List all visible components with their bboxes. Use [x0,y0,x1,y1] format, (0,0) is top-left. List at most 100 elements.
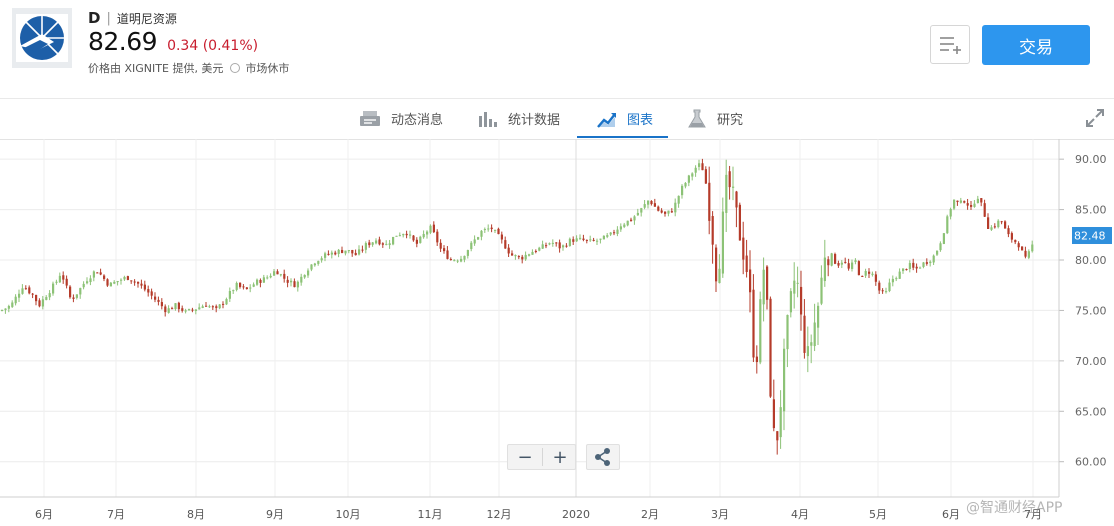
candle-body [473,239,476,244]
candle-body [157,299,160,302]
candle-body [38,300,41,307]
candle-body [290,280,293,283]
candle-body [480,230,483,237]
candle-body [779,407,782,438]
candle-body [497,228,500,235]
candle-body [528,254,531,256]
candle-body [283,273,286,279]
add-to-watchlist-button[interactable] [930,25,970,64]
candle-body [776,431,779,441]
candle-body [851,262,854,269]
candle-body [14,296,17,304]
candle-body [147,289,150,293]
tab-news[interactable]: 动态消息 [359,99,443,138]
fullscreen-button[interactable] [1086,109,1104,131]
candle-body [181,308,184,311]
x-tick-label: 11月 [418,508,443,521]
candle-body [704,169,707,184]
candle-body [361,249,364,251]
candle-body [463,255,466,260]
candle-body [568,238,571,247]
candle-body [300,276,303,283]
stock-header: D | 道明尼资源 82.69 0.34 (0.41%) 价格由 XIGNITE… [0,0,1114,99]
candle-body [939,243,942,251]
zoom-in-button[interactable]: + [552,446,568,468]
candle-body [980,198,983,203]
candle-body [891,278,894,283]
candle-body [664,211,667,214]
candle-body [1004,221,1007,229]
candle-body [653,203,656,207]
candle-body [511,253,514,256]
candle-body [256,279,259,285]
candle-body [65,278,68,286]
candle-body [324,253,327,258]
candle-body [898,271,901,279]
candle-body [31,293,34,295]
candle-body [371,242,374,245]
tab-research[interactable]: 研究 [687,99,743,138]
candle-body [242,286,245,288]
candle-body [307,270,310,276]
candle-body [1021,246,1024,251]
candle-body [198,307,201,310]
candle-body [341,249,344,253]
candle-body [436,231,439,243]
tab-chart-label: 图表 [627,113,654,128]
candle-body [432,224,435,233]
candle-body [378,239,381,245]
candle-body [908,263,911,270]
last-price-tag [1072,227,1112,245]
candle-body [1031,244,1034,252]
candle-body [616,229,619,234]
candle-body [222,303,225,305]
candle-body [1010,233,1013,240]
candle-body [517,256,520,258]
candle-body [52,283,55,294]
candle-body [936,250,939,255]
add-list-icon [940,37,961,54]
price-chart[interactable]: 90.00 85.00 80.00 75.00 70.00 65.00 60.00 82.48… [0,139,1114,526]
candle-body [494,229,497,231]
candle-body [92,271,95,278]
candle-body [133,281,136,283]
y-tick-label: 65.00 [1075,405,1107,418]
zoom-out-button[interactable]: − [517,446,533,468]
candle-body [286,279,289,283]
candle-body [296,281,299,288]
candle-body [589,239,592,241]
symbol-row: D | 道明尼资源 [88,8,177,28]
tab-chart[interactable]: 图表 [597,99,653,138]
candle-body [840,262,843,265]
candle-body [970,205,973,207]
candle-body [507,247,510,254]
candle-body [99,272,102,275]
candle-body [946,216,949,234]
share-button[interactable] [586,444,620,470]
market-status: 市场休市 [245,62,290,75]
candle-body [215,306,218,309]
candle-body [208,306,211,308]
x-tick-label: 7月 [107,508,125,521]
candle-body [752,289,755,358]
candle-body [834,254,837,264]
candle-body [895,278,898,280]
candle-body [633,216,636,221]
candle-body [48,293,51,298]
candle-body [351,249,354,254]
candle-body [194,309,197,312]
candle-body [711,216,714,245]
candle-body [1,309,4,311]
y-tick-label: 70.00 [1075,355,1107,368]
dominion-logo-icon [16,14,68,62]
tab-statistics[interactable]: 统计数据 [478,99,560,138]
candle-body [942,233,945,244]
share-icon [595,448,610,466]
candle-body [847,263,850,269]
tab-news-label: 动态消息 [391,113,444,128]
candle-body [11,302,14,307]
trade-button[interactable]: 交易 [982,25,1090,65]
candle-body [239,282,242,287]
candle-body [72,297,75,299]
candle-body [317,261,320,264]
